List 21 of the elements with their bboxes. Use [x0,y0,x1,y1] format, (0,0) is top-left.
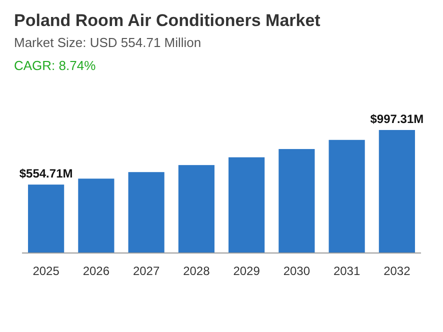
x-tick-label: 2027 [132,264,160,278]
data-label: $997.31M [370,112,424,126]
x-tick-label: 2029 [233,264,260,278]
bar [328,140,365,253]
bar [228,157,265,253]
bar [278,149,315,253]
chart-subtitle: Market Size: USD 554.71 Million [14,35,202,50]
data-label: $554.71M [19,166,73,181]
text: CAGR: 8.74% [14,58,96,73]
bar [78,178,114,253]
bar [128,172,164,253]
bar [378,130,415,253]
bar [28,184,64,253]
x-tick-label: 2031 [333,264,360,278]
chart-title: Poland Room Air Conditioners Market [14,11,321,30]
x-tick-label: 2032 [384,264,411,278]
x-tick-label: 2025 [32,264,60,278]
x-tick-label: 2028 [183,264,210,278]
x-tick-label: 2026 [82,264,110,278]
x-tick-label: 2030 [283,264,310,278]
bar [178,165,214,253]
